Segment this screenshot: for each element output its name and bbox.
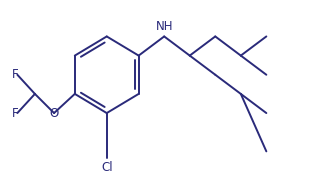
Text: F: F	[12, 68, 19, 81]
Text: NH: NH	[156, 20, 173, 33]
Text: Cl: Cl	[101, 161, 113, 174]
Text: O: O	[50, 107, 59, 120]
Text: F: F	[12, 107, 19, 120]
